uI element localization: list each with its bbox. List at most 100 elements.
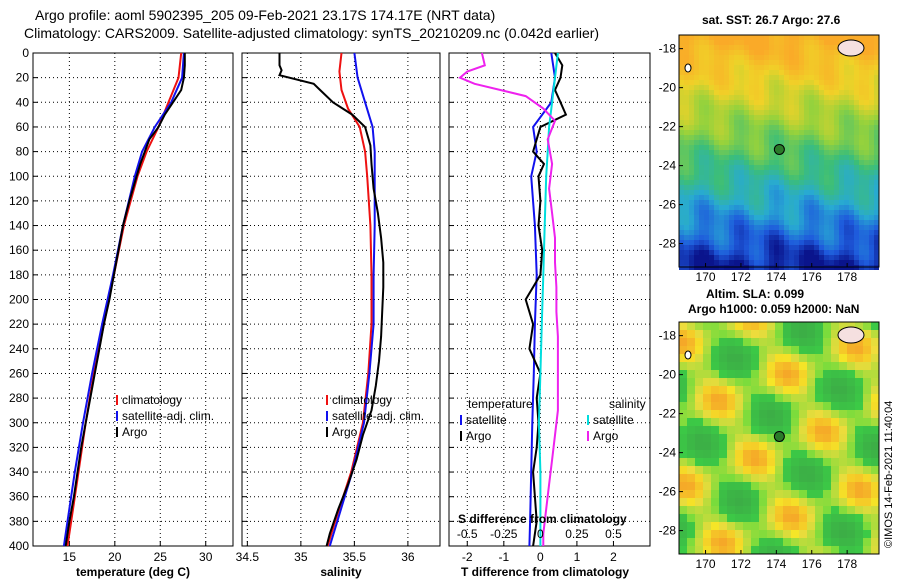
- map-cell: [839, 195, 844, 200]
- series-line-salinity-satellite: [537, 52, 559, 546]
- map-cell: [847, 538, 855, 546]
- map-cell: [709, 75, 714, 80]
- map-cell: [799, 450, 807, 458]
- map-cell: [819, 35, 824, 40]
- map-cell: [869, 80, 874, 85]
- map-cell: [714, 155, 719, 160]
- map-cell: [714, 260, 719, 265]
- map-cell: [789, 95, 794, 100]
- map-cell: [719, 442, 727, 450]
- map-cell: [679, 105, 684, 110]
- map-cell: [831, 386, 839, 394]
- map-cell: [754, 80, 759, 85]
- map-cell: [764, 115, 769, 120]
- map-cell: [809, 110, 814, 115]
- map-cell: [815, 506, 823, 514]
- map-cell: [694, 140, 699, 145]
- map-cell: [695, 466, 703, 474]
- map-cell: [779, 235, 784, 240]
- map-cell: [804, 235, 809, 240]
- map-cell: [714, 85, 719, 90]
- map-cell: [769, 110, 774, 115]
- map-cell: [863, 362, 871, 370]
- map-cell: [834, 155, 839, 160]
- s-tick-label: -0.5: [457, 527, 478, 541]
- map-cell: [783, 530, 791, 538]
- map-cell: [759, 220, 764, 225]
- series-line-salinity-argo: [458, 52, 559, 546]
- map-cell: [831, 474, 839, 482]
- map-cell: [703, 538, 711, 546]
- map-cell: [779, 75, 784, 80]
- map-cell: [719, 45, 724, 50]
- map-cell: [694, 105, 699, 110]
- map-cell: [689, 70, 694, 75]
- map-cell: [744, 195, 749, 200]
- map-cell: [863, 450, 871, 458]
- map-cell: [844, 230, 849, 235]
- map-cell: [729, 55, 734, 60]
- map-cell: [704, 165, 709, 170]
- map-cell: [709, 135, 714, 140]
- map-cell: [749, 175, 754, 180]
- map-cell: [839, 145, 844, 150]
- map-cell: [783, 346, 791, 354]
- map-cell: [779, 90, 784, 95]
- map-cell: [783, 466, 791, 474]
- map-cell: [829, 75, 834, 80]
- map-cell: [734, 150, 739, 155]
- map-cell: [754, 110, 759, 115]
- map-cell: [679, 386, 687, 394]
- map-cell: [874, 240, 879, 245]
- map-cell: [854, 220, 859, 225]
- map-cell: [807, 330, 815, 338]
- map-cell: [759, 338, 767, 346]
- map-cell: [749, 190, 754, 195]
- map-cell: [734, 165, 739, 170]
- map-cell: [714, 70, 719, 75]
- map-cell: [839, 245, 844, 250]
- map-cell: [804, 255, 809, 260]
- map-cell: [729, 110, 734, 115]
- map-cell: [824, 40, 829, 45]
- map-cell: [779, 115, 784, 120]
- map-cell: [679, 115, 684, 120]
- map-cell: [784, 115, 789, 120]
- map-cell: [719, 330, 727, 338]
- map-cell: [831, 370, 839, 378]
- map-cell: [751, 498, 759, 506]
- map-cell: [869, 175, 874, 180]
- map-cell: [699, 150, 704, 155]
- map-cell: [727, 370, 735, 378]
- map-cell: [679, 55, 684, 60]
- map-cell: [711, 546, 719, 554]
- map-cell: [714, 110, 719, 115]
- map-cell: [734, 60, 739, 65]
- map-cell: [799, 135, 804, 140]
- map-cell: [704, 35, 709, 40]
- map-cell: [824, 245, 829, 250]
- map-cell: [711, 370, 719, 378]
- map-cell: [759, 498, 767, 506]
- map-cell: [719, 522, 727, 530]
- map-cell: [854, 170, 859, 175]
- map-cell: [764, 200, 769, 205]
- map-cell: [724, 120, 729, 125]
- map-cell: [779, 190, 784, 195]
- map-cell: [849, 70, 854, 75]
- map-cell: [809, 120, 814, 125]
- map-cell: [703, 378, 711, 386]
- map-cell: [754, 165, 759, 170]
- map-cell: [784, 225, 789, 230]
- map-cell: [719, 140, 724, 145]
- island-shape: [684, 63, 692, 73]
- map-cell: [699, 225, 704, 230]
- map-cell: [791, 418, 799, 426]
- map-cell: [814, 160, 819, 165]
- map-cell: [679, 125, 684, 130]
- map-cell: [694, 170, 699, 175]
- map-cell: [764, 170, 769, 175]
- map-cell: [823, 506, 831, 514]
- map-cell: [799, 410, 807, 418]
- map-cell: [679, 120, 684, 125]
